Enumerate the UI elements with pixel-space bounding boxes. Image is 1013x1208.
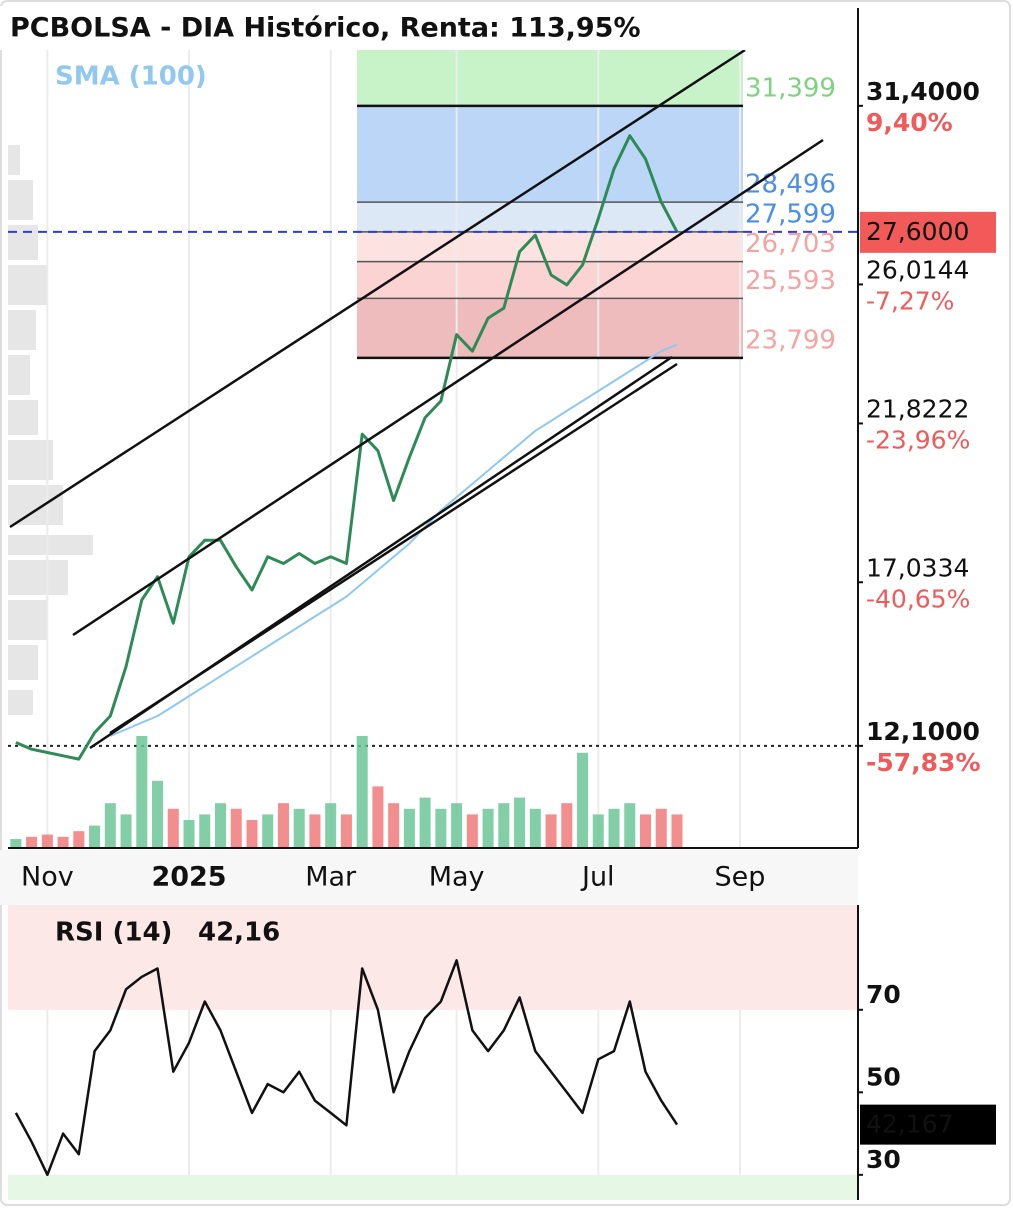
x-tick-label: 2025: [151, 862, 226, 893]
y-tick-label: 17,0334: [866, 553, 969, 582]
volume-bar: [89, 825, 101, 848]
volume-bar: [199, 814, 211, 848]
volume-bar: [41, 834, 53, 848]
volume-bar: [183, 820, 195, 848]
overbought-zone: [8, 905, 858, 1010]
grid: [8, 8, 858, 1200]
zone: [357, 105, 743, 203]
sma-line: [109, 343, 678, 737]
volume-bar: [167, 808, 179, 848]
y-tick-change: -40,65%: [866, 584, 970, 613]
x-tick-label: Mar: [305, 862, 357, 893]
current-label: 42,167: [866, 1110, 953, 1139]
volume-bar: [57, 836, 69, 848]
volume-bar: [514, 797, 526, 848]
x-tick-label: May: [429, 862, 485, 893]
price-line: [15, 134, 679, 761]
rsi-line: [14, 959, 679, 1177]
volume-bar: [246, 820, 258, 848]
title-bg: [0, 6, 858, 50]
level-label: 25,593: [745, 266, 836, 296]
zone: [357, 231, 743, 262]
y-tick-label: 26,0144: [866, 255, 969, 284]
volume-bar: [356, 736, 368, 848]
volume-bar: [435, 808, 447, 848]
y-tick-label: 70: [866, 980, 901, 1009]
y-tick-change: -23,96%: [866, 425, 970, 454]
volume-bar: [482, 808, 494, 848]
rsi-title: RSI (14): [55, 918, 172, 948]
zone: [357, 48, 743, 106]
volume-bar: [451, 803, 463, 848]
volume-bar: [26, 836, 38, 848]
volume-bar: [10, 839, 22, 848]
volume-bar: [262, 814, 274, 848]
volume-bar: [325, 803, 337, 848]
y-tick-change: -7,27%: [866, 286, 954, 315]
zone: [357, 202, 743, 232]
rsi-pane: 70 50 30 42,167 RSI (14) 42,16: [8, 905, 996, 1200]
level-label: 27,599: [745, 199, 836, 229]
volume-bar: [152, 780, 164, 848]
volume-bar: [592, 814, 604, 848]
volume-profile: [8, 145, 93, 715]
y-tick-label: 50: [866, 1062, 901, 1091]
volume-bar: [230, 808, 242, 848]
volume-bar: [608, 808, 620, 848]
volume-bar: [624, 803, 636, 848]
time-axis-bg: [0, 850, 858, 905]
zones: [357, 48, 743, 358]
volume-bar: [671, 814, 683, 848]
oversold-zone: [8, 1174, 858, 1200]
current-box: [860, 1104, 996, 1145]
volume-bar: [372, 786, 384, 848]
volume-bar: [388, 803, 400, 848]
y-tick-label: 30: [866, 1145, 901, 1174]
volume-bar: [309, 814, 321, 848]
volume-bar: [639, 814, 652, 848]
chart-title: PCBOLSA - DIA Histórico, Renta: 113,95%: [10, 13, 641, 44]
volume-bar: [655, 808, 667, 848]
level-label: 23,799: [745, 325, 836, 355]
volume-bar: [498, 803, 510, 848]
x-tick-label: Sep: [714, 862, 765, 893]
volume-bar: [561, 803, 573, 848]
volume-bar: [403, 808, 415, 848]
y-tick-label: 12,1000: [866, 717, 980, 746]
volume-bar: [466, 814, 478, 848]
volume-bar: [293, 808, 305, 848]
last-price-label: 27,6000: [866, 217, 969, 246]
trend-lines: [9, 48, 824, 750]
x-tick-label: Nov: [21, 862, 74, 893]
x-tick-label: Jul: [580, 862, 615, 893]
volume-bar: [73, 831, 85, 848]
volume-bar: [136, 736, 148, 848]
volume-bar: [214, 803, 227, 848]
y-tick-label: 21,8222: [866, 394, 969, 423]
y-tick-label: 31,4000: [866, 77, 980, 106]
volume-bar: [529, 808, 541, 848]
volume-bar: [577, 752, 589, 848]
y-tick-change: -57,83%: [866, 748, 981, 777]
last-price-box: [860, 211, 996, 253]
volume-bar: [545, 814, 557, 848]
volume-bar: [104, 803, 116, 848]
y-tick-change: 9,40%: [866, 108, 953, 137]
zone: [357, 298, 743, 358]
rsi-value: 42,16: [198, 918, 280, 948]
volume-bar: [120, 814, 132, 848]
legend-entry: SMA (100): [55, 62, 207, 92]
level-label: 28,496: [745, 170, 836, 200]
level-label: 31,399: [745, 73, 836, 103]
level-label: 26,703: [745, 229, 836, 259]
volume-bar: [277, 803, 289, 848]
volume-bar: [419, 797, 431, 848]
volume-bar: [340, 814, 352, 848]
zone: [357, 261, 743, 299]
